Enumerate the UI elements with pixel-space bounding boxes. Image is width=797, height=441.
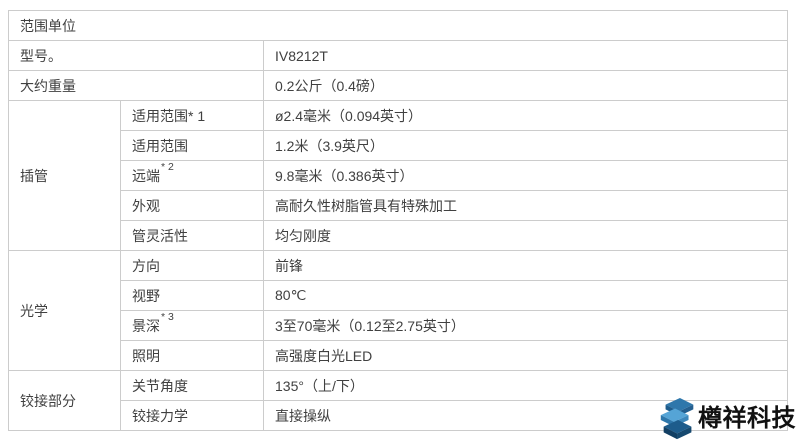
spec-label-text: 景深 — [132, 317, 160, 334]
footnote-marker: * 2 — [161, 160, 174, 173]
stacked-layers-icon — [660, 397, 694, 440]
spec-label: 适用范围* 1 — [120, 100, 264, 131]
spec-value-weight: 0.2公斤（0.4磅） — [262, 70, 789, 101]
spec-value: 3至70毫米（0.12至2.75英寸） — [262, 310, 789, 341]
spec-label: 视野 — [120, 280, 264, 311]
spec-value-model: IV8212T — [262, 40, 789, 71]
table-row: 视野 80℃ — [9, 280, 789, 311]
spec-label-weight: 大约重量 — [8, 70, 264, 101]
table-header-row: 范围单位 — [7, 10, 789, 41]
spec-table: 范围单位 型号。 IV8212T 大约重量 0.2公斤（0.4磅） 插管 适用范… — [7, 10, 789, 431]
spec-value: 高强度白光LED — [262, 340, 789, 371]
spec-label: 方向 — [120, 250, 264, 281]
table-row: 远端* 2 9.8毫米（0.386英寸） — [9, 160, 789, 191]
spec-label-text: 适用范围* 1 — [132, 107, 206, 124]
spec-label-text: 铰接力学 — [132, 407, 188, 424]
group-label-articulation: 铰接部分 — [8, 370, 121, 431]
spec-label: 远端* 2 — [120, 160, 264, 191]
spec-label-text: 管灵活性 — [132, 227, 188, 244]
table-row: 景深* 3 3至70毫米（0.12至2.75英寸） — [9, 310, 789, 341]
table-row: 大约重量 0.2公斤（0.4磅） — [8, 70, 789, 101]
table-row: 铰接力学 直接操纵 — [9, 400, 789, 431]
spec-value: ø2.4毫米（0.094英寸） — [262, 100, 789, 131]
group-label-insertion-tube: 插管 — [8, 100, 121, 251]
group-label-optics: 光学 — [8, 250, 121, 371]
spec-value: 高耐久性树脂管具有特殊加工 — [262, 190, 789, 221]
spec-label: 铰接力学 — [120, 400, 264, 431]
spec-value: 直接操纵 — [262, 400, 789, 431]
watermark-text: 樽祥科技 — [698, 405, 796, 432]
spec-label-model: 型号。 — [8, 40, 264, 71]
spec-label-text: 远端 — [132, 167, 160, 184]
spec-value: 9.8毫米（0.386英寸） — [262, 160, 789, 191]
spec-label: 景深* 3 — [120, 310, 264, 341]
spec-label: 外观 — [120, 190, 264, 221]
spec-label-text: 关节角度 — [132, 377, 188, 394]
watermark: 樽祥科技 — [660, 397, 796, 441]
spec-label-text: 外观 — [132, 197, 160, 214]
spec-value: 1.2米（3.9英尺） — [262, 130, 789, 161]
spec-value: 前锋 — [262, 250, 789, 281]
spec-label-text: 方向 — [132, 257, 160, 274]
spec-label: 照明 — [120, 340, 264, 371]
spec-label-text: 适用范围 — [132, 137, 188, 154]
table-row: 光学 方向 前锋 — [8, 250, 789, 371]
spec-label: 适用范围 — [120, 130, 264, 161]
table-row: 管灵活性 均匀刚度 — [9, 220, 789, 251]
table-row: 铰接部分 关节角度 135°（上/下） — [8, 370, 789, 431]
table-title: 范围单位 — [7, 10, 789, 41]
footnote-marker: * 3 — [161, 310, 174, 323]
spec-value: 均匀刚度 — [262, 220, 789, 251]
table-row: 型号。 IV8212T — [8, 40, 789, 71]
table-row: 照明 高强度白光LED — [9, 340, 789, 371]
table-row: 插管 适用范围* 1 ø2.4毫米（0.094英寸） — [8, 100, 789, 251]
spec-label-text: 照明 — [132, 347, 160, 364]
spec-value: 135°（上/下） — [262, 370, 789, 401]
spec-value: 80℃ — [262, 280, 789, 311]
spec-label: 管灵活性 — [120, 220, 264, 251]
spec-label-text: 视野 — [132, 287, 160, 304]
table-row: 外观 高耐久性树脂管具有特殊加工 — [9, 190, 789, 221]
table-row: 适用范围 1.2米（3.9英尺） — [9, 130, 789, 161]
spec-label: 关节角度 — [120, 370, 264, 401]
